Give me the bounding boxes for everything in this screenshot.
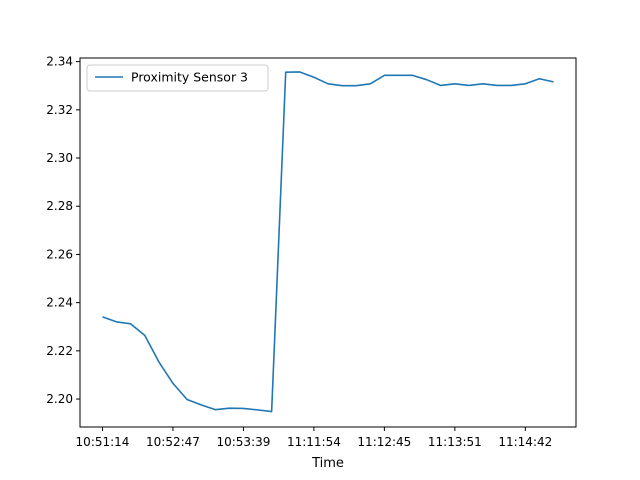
data-point: [341, 84, 344, 87]
data-point: [284, 71, 287, 74]
data-point: [143, 334, 146, 337]
data-point: [411, 74, 414, 77]
data-point: [510, 84, 513, 87]
data-point: [200, 403, 203, 406]
data-point: [214, 408, 217, 411]
data-point: [186, 398, 189, 401]
data-point: [524, 82, 527, 85]
data-point: [327, 82, 330, 85]
data-point: [312, 76, 315, 79]
data-point: [242, 407, 245, 410]
y-tick-label: 2.28: [46, 199, 73, 213]
data-point: [552, 80, 555, 83]
data-point: [256, 408, 259, 411]
x-tick-label: 10:51:14: [76, 435, 130, 449]
legend: Proximity Sensor 3: [86, 64, 269, 92]
y-tick-label: 2.22: [46, 344, 73, 358]
data-point: [397, 74, 400, 77]
y-tick-label: 2.24: [46, 296, 73, 310]
data-point: [439, 84, 442, 87]
data-point: [101, 315, 104, 318]
plot-area: [79, 57, 577, 428]
data-point: [355, 84, 358, 87]
data-point: [270, 410, 273, 413]
data-point: [467, 84, 470, 87]
y-tick-label: 2.20: [46, 392, 73, 406]
x-tick-label: 10:53:39: [216, 435, 270, 449]
legend-label: Proximity Sensor 3: [131, 70, 248, 85]
y-tick-label: 2.30: [46, 151, 73, 165]
x-axis-title: Time: [311, 456, 344, 471]
y-tick-label: 2.32: [46, 103, 73, 117]
data-point: [369, 82, 372, 85]
x-tick-label: 11:14:42: [498, 435, 552, 449]
data-point: [115, 320, 118, 323]
x-tick-label: 11:12:45: [357, 435, 411, 449]
data-point: [383, 74, 386, 77]
data-point: [425, 78, 428, 81]
data-point: [228, 407, 231, 410]
data-point: [453, 82, 456, 85]
data-point: [538, 77, 541, 80]
data-point: [496, 84, 499, 87]
y-tick-label: 2.26: [46, 247, 73, 261]
series-line-proximity-sensor-3: [102, 71, 554, 413]
y-tick-label: 2.34: [46, 55, 73, 69]
axis-ticks: 2.20 2.22 2.24 2.26 2.28 2.30 2.32 2.34 10:51:14…: [46, 55, 552, 449]
x-tick-label: 11:13:51: [428, 435, 482, 449]
legend-box: [86, 64, 269, 92]
data-point: [482, 82, 485, 85]
data-point: [129, 322, 132, 325]
data-point: [171, 382, 174, 385]
x-tick-label: 11:11:54: [287, 435, 341, 449]
data-point: [157, 360, 160, 363]
series-layer: [101, 70, 555, 413]
data-point: [298, 70, 301, 73]
x-tick-label: 10:52:47: [146, 435, 200, 449]
